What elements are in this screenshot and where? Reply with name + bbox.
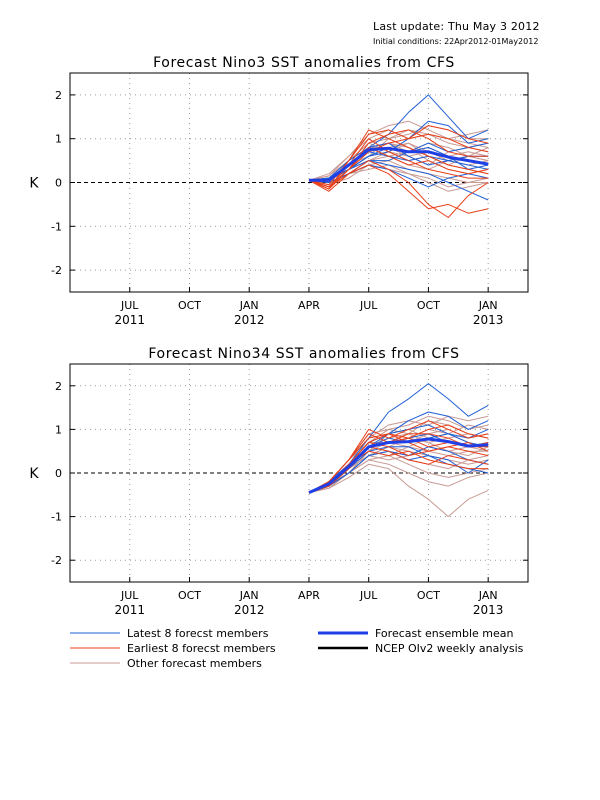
x-tick-year-label: 2013 <box>473 313 504 327</box>
y-axis-label: K <box>29 466 39 482</box>
series-line-earliest-5 <box>308 133 489 190</box>
series-line-earliest-6 <box>308 164 489 214</box>
series-line-other-2 <box>308 455 489 494</box>
x-tick-label: APR <box>298 299 320 312</box>
x-tick-year-label: 2013 <box>473 603 504 617</box>
y-tick-label: 1 <box>55 423 62 436</box>
chart-title: Forecast Nino34 SST anomalies from CFS <box>148 346 459 362</box>
legend-label: NCEP OIv2 weekly analysis <box>375 642 524 655</box>
series-line-other-4 <box>308 463 489 518</box>
y-tick-label: -1 <box>51 511 62 524</box>
series-line-mean-1 <box>309 146 489 182</box>
x-tick-label: JUL <box>359 589 378 602</box>
legend-label: Latest 8 forecst members <box>127 627 269 640</box>
x-tick-year-label: 2011 <box>114 313 145 327</box>
y-tick-label: -2 <box>51 554 62 567</box>
plot-frame <box>69 363 529 583</box>
x-tick-label: JAN <box>239 589 259 602</box>
x-tick-label: JAN <box>478 299 498 312</box>
x-tick-label: OCT <box>178 589 201 602</box>
series-line-earliest-4 <box>308 138 489 188</box>
x-tick-label: JAN <box>239 299 259 312</box>
legend-item: Latest 8 forecst members <box>70 627 269 640</box>
legend-item: Forecast ensemble mean <box>318 627 514 640</box>
y-tick-label: -1 <box>51 220 62 233</box>
x-tick-year-label: 2012 <box>234 313 265 327</box>
chart-title: Forecast Nino3 SST anomalies from CFS <box>153 55 455 71</box>
x-tick-label: APR <box>298 589 320 602</box>
x-tick-label: JUL <box>120 589 139 602</box>
legend-label: Other forecast members <box>127 657 262 670</box>
initial-conditions-text: Initial conditions: 22Apr2012-01May2012 <box>373 37 539 46</box>
y-tick-label: 0 <box>55 177 62 190</box>
legend-label: Forecast ensemble mean <box>375 627 514 640</box>
x-tick-label: JUL <box>120 299 139 312</box>
y-tick-label: 2 <box>55 89 62 102</box>
chart-panel-2: Forecast Nino34 SST anomalies from CFS K -… <box>29 346 529 617</box>
last-update-text: Last update: Thu May 3 2012 <box>373 20 540 33</box>
legend-item: Other forecast members <box>70 657 262 670</box>
x-tick-label: JUL <box>359 299 378 312</box>
series-line-other-14 <box>308 164 489 192</box>
legend-item: NCEP OIv2 weekly analysis <box>318 642 524 655</box>
series-line-mean-1 <box>308 437 489 494</box>
y-tick-label: -2 <box>51 264 62 277</box>
x-tick-label: JAN <box>478 589 498 602</box>
legend: Latest 8 forecst members Earliest 8 forec… <box>70 627 524 670</box>
x-tick-year-label: 2012 <box>234 603 265 617</box>
y-tick-label: 0 <box>55 467 62 480</box>
y-tick-label: 1 <box>55 133 62 146</box>
y-axis-label: K <box>29 176 39 192</box>
legend-label: Earliest 8 forecst members <box>127 642 276 655</box>
chart-panel-1: Forecast Nino3 SST anomalies from CFS K -2… <box>29 55 529 327</box>
x-tick-label: OCT <box>178 299 201 312</box>
x-tick-label: OCT <box>417 299 440 312</box>
plot-frame <box>69 72 529 293</box>
legend-item: Earliest 8 forecst members <box>70 642 276 655</box>
x-tick-label: OCT <box>417 589 440 602</box>
y-tick-label: 2 <box>55 380 62 393</box>
series-line-earliest-1 <box>308 129 489 190</box>
series-line-earliest-8 <box>308 147 489 188</box>
x-tick-year-label: 2011 <box>114 603 145 617</box>
series-line-other-12 <box>308 459 489 494</box>
series-line-earliest-3 <box>308 160 489 218</box>
